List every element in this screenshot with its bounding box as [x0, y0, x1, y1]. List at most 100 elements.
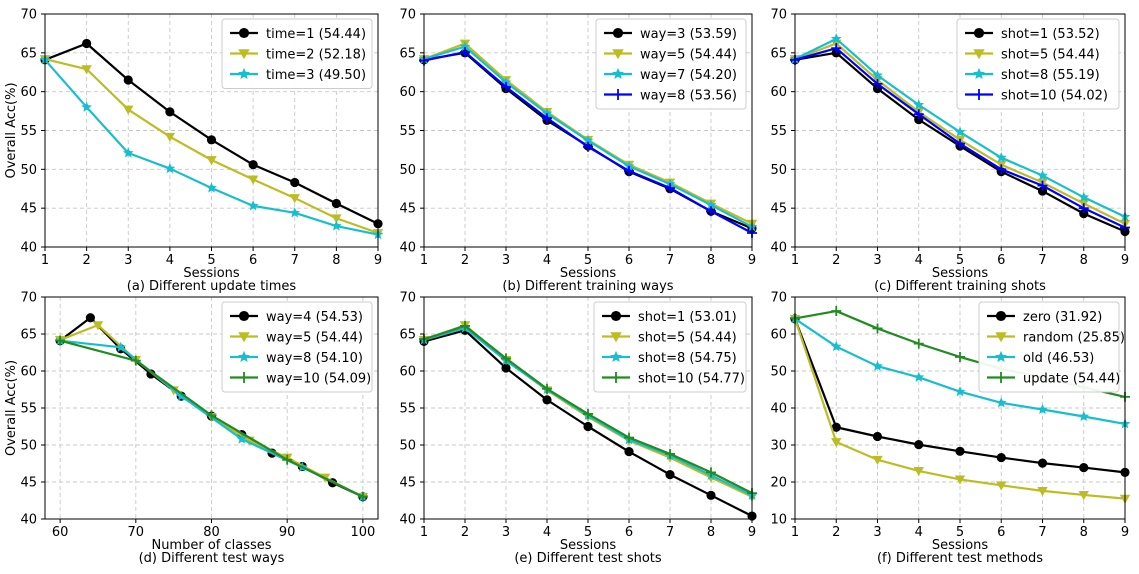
y-tick-label: 45 — [770, 202, 787, 217]
data-point — [913, 109, 924, 120]
y-tick-label: 70 — [399, 8, 416, 23]
legend-marker — [610, 372, 622, 383]
data-point — [665, 182, 675, 193]
data-point — [542, 383, 552, 394]
legend-item: way=4 (54.53) — [230, 310, 363, 325]
y-tick-label: 40 — [770, 241, 787, 256]
x-tick-label: 9 — [748, 525, 756, 540]
data-point — [1078, 191, 1090, 202]
y-tick-label: 55 — [399, 402, 416, 417]
data-point — [164, 132, 176, 142]
data-point — [831, 306, 842, 317]
x-tick-label: 100 — [350, 525, 375, 540]
x-tick-label: 6 — [997, 525, 1005, 540]
data-point — [1079, 462, 1089, 473]
legend-marker — [238, 27, 250, 39]
y-tick-label: 70 — [770, 291, 787, 306]
data-point — [165, 107, 175, 117]
data-point — [706, 467, 716, 478]
legend-label: shot=1 (53.01) — [638, 310, 737, 325]
legend-marker — [610, 332, 622, 343]
y-tick-label: 10 — [770, 513, 787, 528]
legend-label: time=1 (54.44) — [266, 27, 366, 42]
data-point — [995, 152, 1007, 163]
legend-item: way=3 (53.59) — [604, 27, 737, 42]
legend-item: time=3 (49.50) — [230, 67, 366, 83]
x-tick-label: 9 — [1121, 253, 1129, 268]
data-point — [954, 386, 966, 397]
data-point — [501, 353, 511, 364]
x-tick-label: 4 — [915, 253, 923, 268]
x-tick-label: 60 — [52, 525, 69, 540]
data-point — [460, 320, 470, 331]
data-point — [206, 182, 217, 193]
legend-label: way=8 (54.10) — [266, 351, 363, 366]
data-point — [583, 421, 593, 432]
data-point — [164, 162, 176, 174]
y-tick-label: 65 — [770, 46, 787, 61]
y-axis-label: Overall Acc(%) — [4, 360, 19, 456]
x-tick-label: 4 — [543, 525, 551, 540]
data-point — [831, 422, 841, 432]
y-tick-label: 55 — [20, 402, 37, 417]
data-point — [206, 135, 217, 145]
data-point — [996, 164, 1007, 175]
legend-item: shot=5 (54.44) — [965, 48, 1100, 63]
x-tick-label: 7 — [1038, 525, 1046, 540]
x-tick-label: 80 — [203, 525, 220, 540]
legend-item: random (25.85) — [987, 331, 1125, 346]
data-point — [624, 447, 634, 457]
data-point — [290, 177, 300, 188]
y-tick-label: 45 — [399, 476, 416, 491]
panel-caption: (c) Different training shots — [874, 279, 1046, 294]
x-tick-label: 1 — [791, 525, 799, 540]
y-tick-label: 60 — [770, 328, 787, 343]
legend-marker — [238, 332, 250, 343]
data-point — [331, 220, 342, 231]
legend: way=4 (54.53) way=5 (54.44) way=8 (54.10) w… — [221, 301, 373, 393]
legend-label: way=8 (53.56) — [640, 89, 737, 104]
legend-marker — [612, 49, 624, 60]
data-point — [542, 395, 552, 405]
x-tick-label: 2 — [832, 525, 840, 540]
data-point — [831, 438, 842, 448]
legend-label: shot=8 (55.19) — [1001, 68, 1100, 83]
chart-panel-4: 60 70 80 90 100 40 45 50 55 60 65 70 Number of class… — [4, 291, 379, 566]
x-tick-label: 9 — [374, 253, 382, 268]
legend-marker — [995, 332, 1007, 343]
y-tick-label: 50 — [770, 163, 787, 178]
data-point — [282, 454, 293, 465]
data-point — [624, 165, 634, 176]
x-tick-label: 4 — [915, 525, 923, 540]
data-point — [123, 105, 134, 115]
legend-marker — [973, 67, 985, 79]
panel-caption: (b) Different training ways — [502, 279, 673, 294]
x-axis-label: Sessions — [183, 266, 240, 281]
y-tick-label: 50 — [399, 163, 416, 178]
legend-box — [978, 301, 1120, 393]
x-tick-label: 5 — [584, 253, 592, 268]
data-point — [913, 467, 924, 477]
data-point — [460, 47, 470, 58]
legend-item: shot=8 (55.19) — [965, 67, 1100, 83]
legend-item: update (54.44) — [987, 372, 1120, 387]
x-tick-label: 3 — [502, 525, 510, 540]
data-point — [206, 156, 217, 166]
x-tick-label: 5 — [207, 253, 215, 268]
legend-box — [595, 18, 747, 110]
x-tick-label: 1 — [41, 253, 49, 268]
data-point — [1037, 403, 1048, 415]
legend-label: time=2 (52.18) — [266, 48, 366, 63]
data-point — [954, 126, 966, 137]
data-point — [872, 78, 883, 89]
y-tick-label: 70 — [20, 8, 37, 23]
legend-marker — [612, 89, 624, 100]
data-point — [583, 141, 593, 152]
data-point — [1037, 169, 1048, 181]
legend-item: shot=1 (53.52) — [965, 27, 1100, 42]
data-point — [175, 390, 187, 401]
